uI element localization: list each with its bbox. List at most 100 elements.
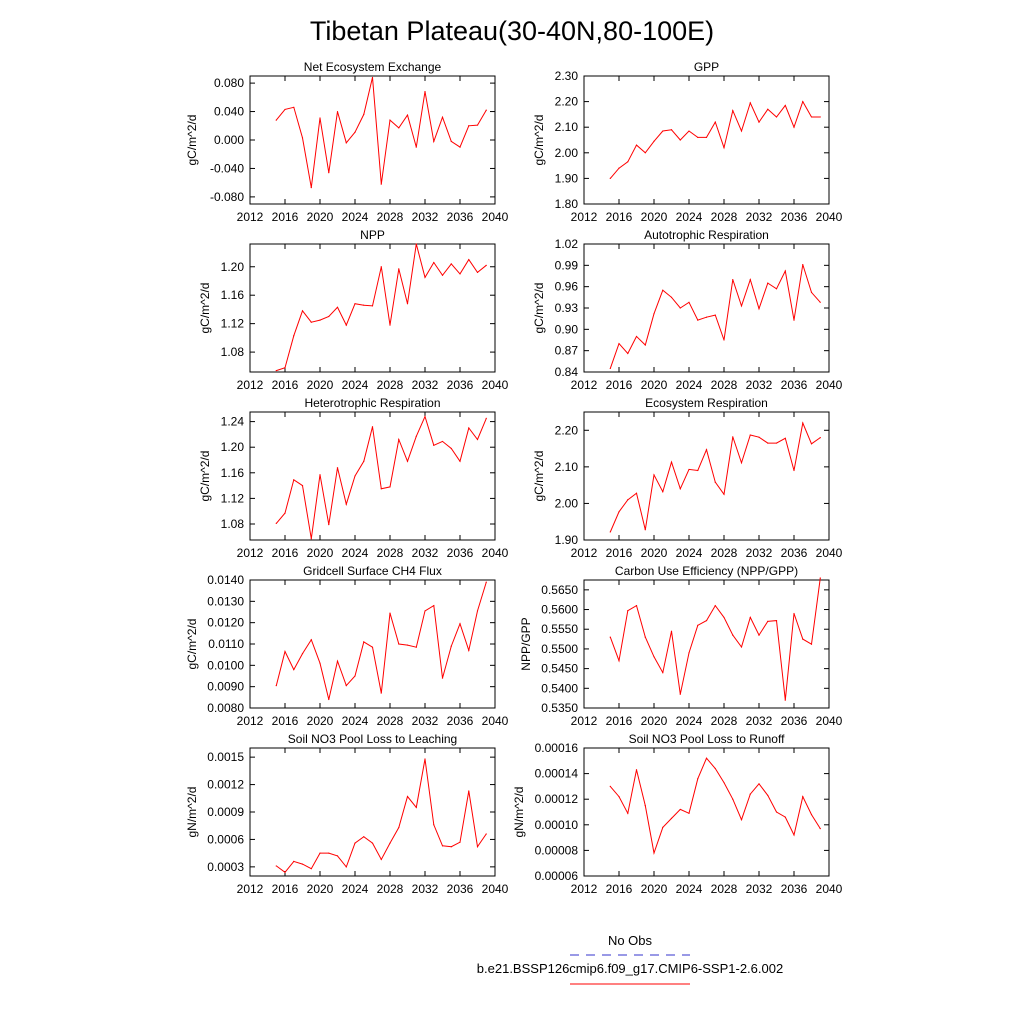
y-tick-label: 1.20 [221, 440, 245, 454]
y-tick-label: 0.5350 [541, 701, 578, 715]
x-tick-label: 2024 [342, 210, 369, 224]
data-point [284, 871, 286, 873]
data-point [476, 271, 479, 274]
y-tick-label: 1.90 [555, 533, 579, 547]
y-axis-label: gC/m^2/d [198, 283, 212, 334]
x-tick-label: 2040 [816, 210, 843, 224]
panel-title: Autotrophic Respiration [644, 228, 769, 242]
data-point [767, 108, 769, 110]
data-point [363, 641, 365, 643]
x-tick-label: 2012 [237, 378, 264, 392]
data-point [301, 310, 304, 312]
panel-soil-no3-pool-loss-to-runoff: Soil NO3 Pool Loss to Runoff 2012 2016 2020… [512, 732, 843, 896]
x-tick-label: 2020 [307, 378, 334, 392]
data-point [293, 479, 295, 481]
x-tick-label: 2024 [676, 546, 703, 560]
data-point [275, 119, 277, 121]
data-point [336, 855, 339, 857]
data-point [424, 415, 426, 418]
x-tick-label: 2020 [641, 210, 668, 224]
data-point [319, 662, 321, 664]
y-tick-label: 0.0003 [207, 860, 244, 874]
x-tick-label: 2016 [606, 714, 633, 728]
x-tick-label: 2020 [307, 882, 334, 896]
y-tick-label: 1.16 [221, 288, 245, 302]
data-point [697, 469, 699, 472]
data-point [293, 669, 295, 671]
data-point [644, 152, 646, 154]
series-line [275, 415, 487, 539]
x-tick-label: 2036 [781, 378, 808, 392]
series-line [609, 100, 821, 179]
data-point [468, 649, 470, 652]
data-point [670, 630, 673, 632]
data-point [740, 130, 743, 132]
data-point [609, 785, 611, 788]
data-point [740, 305, 743, 307]
data-point [485, 417, 487, 419]
series-line [609, 421, 821, 533]
data-point [389, 324, 391, 326]
y-tick-label: 0.0140 [207, 573, 244, 587]
x-tick-label: 2028 [711, 714, 738, 728]
data-point [389, 486, 391, 488]
x-tick-label: 2032 [412, 210, 439, 224]
data-point [371, 305, 374, 307]
y-tick-label: 0.0100 [207, 658, 244, 672]
y-axis-label: gC/m^2/d [532, 115, 546, 166]
data-point [705, 449, 708, 451]
data-point [468, 259, 470, 261]
x-tick-label: 2036 [781, 882, 808, 896]
y-tick-label: 1.20 [221, 260, 245, 274]
data-point [345, 503, 347, 505]
x-tick-label: 2032 [412, 378, 439, 392]
data-point [406, 303, 409, 305]
series-line [275, 581, 487, 700]
data-point [767, 620, 769, 622]
data-point [336, 110, 339, 113]
data-point [319, 319, 321, 321]
data-point [293, 106, 295, 108]
x-tick-label: 2012 [571, 882, 598, 896]
data-point [433, 444, 435, 446]
series-line [609, 757, 821, 855]
data-point [415, 146, 417, 148]
data-point [662, 130, 664, 132]
data-point [767, 282, 769, 284]
x-tick-label: 2024 [342, 546, 369, 560]
data-point [662, 826, 664, 828]
data-point [723, 147, 725, 149]
x-tick-label: 2032 [746, 210, 773, 224]
data-point [653, 474, 655, 476]
data-point [644, 805, 646, 807]
data-point [705, 757, 708, 759]
series-line [609, 577, 821, 701]
data-point [415, 646, 417, 648]
x-tick-label: 2040 [816, 378, 843, 392]
data-point [627, 352, 629, 355]
data-point [424, 758, 426, 760]
data-point [354, 303, 356, 305]
y-tick-label: 1.08 [221, 345, 245, 359]
y-axis-label: gC/m^2/d [532, 451, 546, 502]
data-point [310, 187, 312, 189]
panel-heterotrophic-respiration: Heterotrophic Respiration 2012 2016 2020 202… [198, 396, 508, 560]
x-tick-label: 2024 [342, 378, 369, 392]
panel-net-ecosystem-exchange: Net Ecosystem Exchange 2012 2016 2020 2024 20… [185, 60, 509, 224]
data-point [310, 321, 312, 323]
data-point [459, 841, 461, 843]
x-tick-label: 2028 [711, 378, 738, 392]
data-point [775, 442, 778, 444]
data-point [793, 126, 795, 128]
x-tick-label: 2028 [377, 546, 404, 560]
data-point [389, 842, 391, 844]
x-tick-label: 2024 [342, 882, 369, 896]
y-axis-label: gC/m^2/d [185, 619, 199, 670]
data-point [450, 447, 452, 450]
data-point [688, 468, 690, 471]
y-tick-label: 0.080 [214, 76, 244, 90]
data-point [354, 131, 356, 133]
y-axis-label: gN/m^2/d [185, 787, 199, 838]
data-point [380, 183, 382, 185]
data-point [371, 76, 374, 79]
